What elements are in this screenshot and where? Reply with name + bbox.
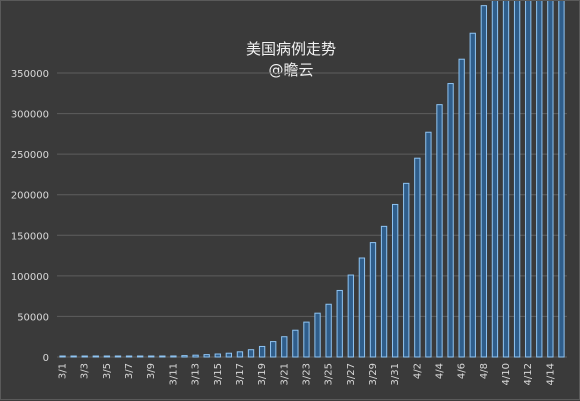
bar-4-10 — [502, 1, 510, 358]
x-tick-label: 4/4 — [435, 363, 446, 379]
y-tick-label: 0 — [43, 353, 49, 364]
bar-3-15 — [214, 353, 221, 358]
bar-3-3 — [81, 355, 88, 358]
x-tick-label: 4/6 — [457, 363, 468, 379]
bar-3-8 — [136, 355, 144, 358]
x-tick-label: 3/25 — [324, 363, 335, 385]
x-tick-label: 3/27 — [346, 363, 357, 385]
x-tick-label: 3/29 — [368, 363, 379, 385]
bar-3-13 — [192, 354, 199, 358]
bar-3-30 — [380, 225, 388, 358]
x-tick-label: 3/23 — [301, 363, 312, 385]
bar-4-11 — [513, 1, 521, 358]
y-tick-label: 350000 — [11, 69, 49, 80]
x-tick-label: 3/11 — [168, 363, 179, 385]
x-tick-label: 3/21 — [279, 363, 290, 385]
x-tick-label: 3/1 — [58, 363, 69, 379]
bar-4-7 — [469, 32, 476, 358]
bars — [59, 1, 565, 358]
y-tick-label: 200000 — [11, 191, 49, 202]
bar-3-16 — [225, 352, 233, 358]
x-tick-label: 4/2 — [412, 363, 423, 379]
y-axis: 0 50000 100000 150000 200000 250000 300000 3500… — [11, 69, 49, 364]
bar-3-20 — [270, 341, 277, 358]
bar-3-2 — [70, 355, 77, 358]
bar-3-7 — [125, 355, 133, 358]
x-tick-label: 3/13 — [191, 363, 202, 385]
bar-3-5 — [103, 355, 111, 358]
bar-3-28 — [358, 257, 366, 358]
bar-4-13 — [536, 1, 543, 358]
bar-3-1 — [59, 355, 66, 358]
x-tick-label: 3/5 — [102, 363, 113, 379]
bar-3-22 — [292, 329, 299, 358]
x-tick-label: 3/31 — [390, 363, 401, 385]
bar-3-4 — [92, 355, 99, 358]
bar-3-29 — [369, 242, 377, 358]
bar-3-31 — [391, 203, 399, 358]
bar-3-24 — [314, 312, 321, 358]
bar-3-17 — [236, 351, 244, 358]
x-tick-label: 3/19 — [257, 363, 268, 385]
x-axis: 3/1 3/3 3/5 3/7 3/9 3/11 3/13 3/15 3/17 3/19 3/21 3… — [58, 363, 557, 385]
bar-3-18 — [247, 349, 255, 358]
bar-4-9 — [491, 1, 499, 358]
x-tick-label: 3/17 — [235, 363, 246, 385]
bar-4-15 — [558, 1, 565, 358]
bar-3-25 — [325, 303, 332, 358]
bar-3-11 — [170, 355, 177, 358]
x-tick-label: 3/3 — [80, 363, 91, 379]
x-tick-label: 4/8 — [479, 363, 490, 379]
bar-4-6 — [458, 58, 465, 358]
y-tick-label: 150000 — [11, 231, 49, 242]
chart-subtitle: @瞻云 — [268, 61, 313, 79]
x-tick-label: 4/12 — [523, 363, 534, 385]
bar-4-5 — [447, 83, 454, 358]
y-tick-label: 50000 — [17, 312, 49, 323]
y-tick-label: 300000 — [11, 110, 49, 121]
bar-3-10 — [159, 355, 166, 358]
chart-title: 美国病例走势 — [246, 40, 336, 58]
bar-4-1 — [403, 182, 410, 358]
bar-3-27 — [347, 274, 354, 358]
y-tick-label: 250000 — [11, 150, 49, 161]
bar-4-3 — [425, 131, 432, 358]
bar-3-26 — [336, 289, 343, 358]
gridlines — [57, 72, 567, 358]
bar-4-4 — [436, 104, 443, 358]
bar-4-2 — [414, 157, 421, 358]
bar-3-6 — [114, 355, 122, 358]
bar-3-19 — [258, 345, 266, 358]
bar-4-12 — [525, 1, 532, 358]
bar-3-23 — [303, 321, 310, 358]
bar-3-9 — [148, 355, 155, 358]
y-tick-label: 100000 — [11, 272, 49, 283]
bar-3-21 — [281, 336, 288, 358]
x-tick-label: 4/10 — [501, 363, 512, 385]
bar-4-8 — [480, 5, 488, 358]
x-tick-label: 3/7 — [124, 363, 135, 379]
bar-4-14 — [547, 1, 554, 358]
x-tick-label: 3/15 — [213, 363, 224, 385]
bar-3-12 — [181, 355, 188, 358]
x-tick-label: 3/9 — [146, 363, 157, 379]
x-tick-label: 4/14 — [545, 363, 556, 385]
bar-3-14 — [203, 354, 210, 358]
